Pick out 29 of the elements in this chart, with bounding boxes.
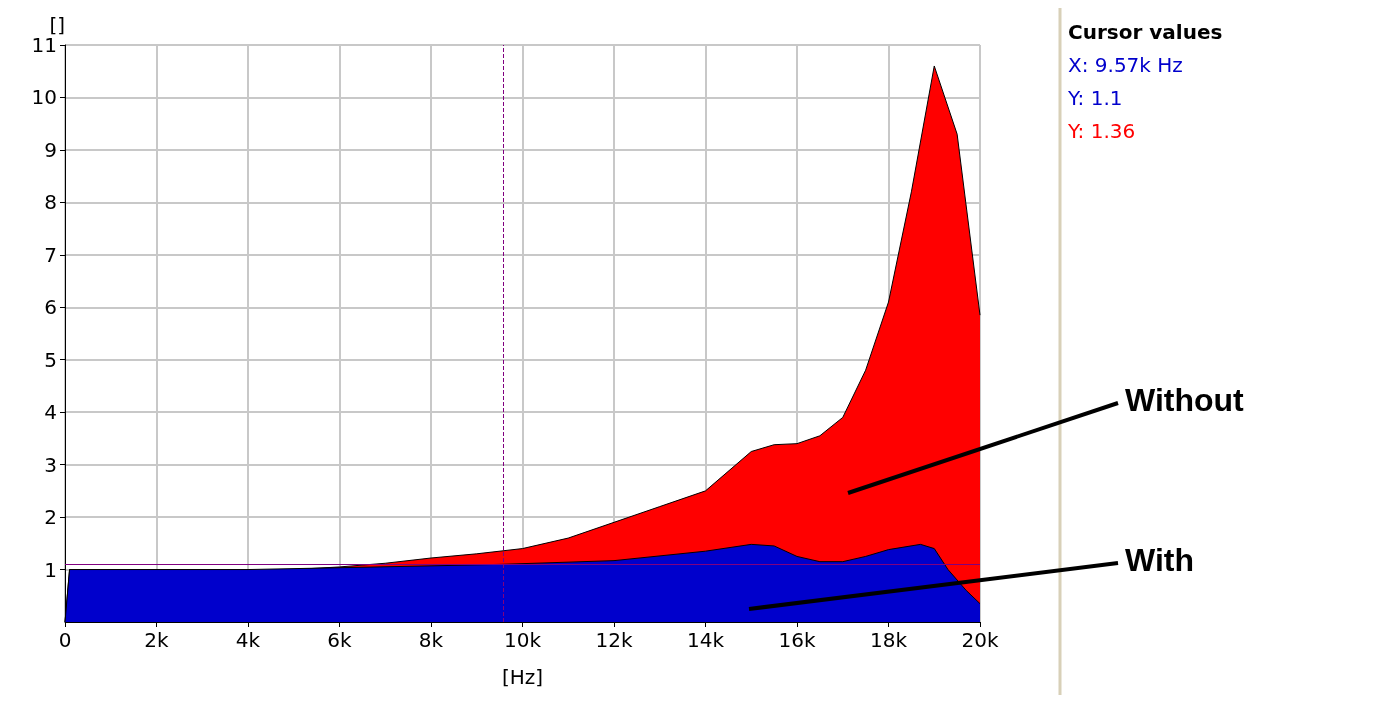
text: Y: 1.36 bbox=[1067, 119, 1136, 143]
y-tick-label: 4 bbox=[44, 400, 57, 425]
x-tick-label: 16k bbox=[778, 628, 816, 652]
x-tick-label: 18k bbox=[869, 628, 908, 652]
y-tick-label: 9 bbox=[44, 137, 57, 162]
text: Cursor values bbox=[1068, 20, 1223, 44]
text: Without bbox=[1125, 382, 1245, 418]
x-tick-label: 10k bbox=[503, 628, 542, 652]
x-tick-label: 8k bbox=[418, 628, 444, 652]
y-tick-label: 3 bbox=[44, 452, 57, 477]
text: Y: 1.1 bbox=[1067, 86, 1123, 110]
x-axis-title: [Hz] bbox=[501, 665, 544, 689]
x-tick-label: 14k bbox=[686, 628, 725, 652]
y-tick-label: 7 bbox=[44, 242, 57, 267]
y-tick-label: 10 bbox=[31, 85, 57, 110]
x-tick-label: 20k bbox=[961, 628, 999, 652]
y-tick-label: 2 bbox=[44, 505, 57, 530]
x-tick-label: 12k bbox=[595, 628, 633, 652]
text: X: 9.57k Hz bbox=[1068, 53, 1183, 77]
y-tick-label: 5 bbox=[44, 347, 57, 372]
y-axis-title: [] bbox=[49, 13, 65, 37]
x-tick-label: 2k bbox=[144, 628, 170, 652]
y-tick-label: 8 bbox=[44, 190, 57, 215]
y-tick-label: 6 bbox=[44, 295, 57, 320]
y-tick-label: 1 bbox=[44, 557, 57, 582]
x-tick-label: 6k bbox=[327, 628, 353, 652]
x-tick-label: 4k bbox=[235, 628, 261, 652]
x-tick-label: 0 bbox=[58, 628, 72, 652]
text: With bbox=[1125, 542, 1195, 578]
